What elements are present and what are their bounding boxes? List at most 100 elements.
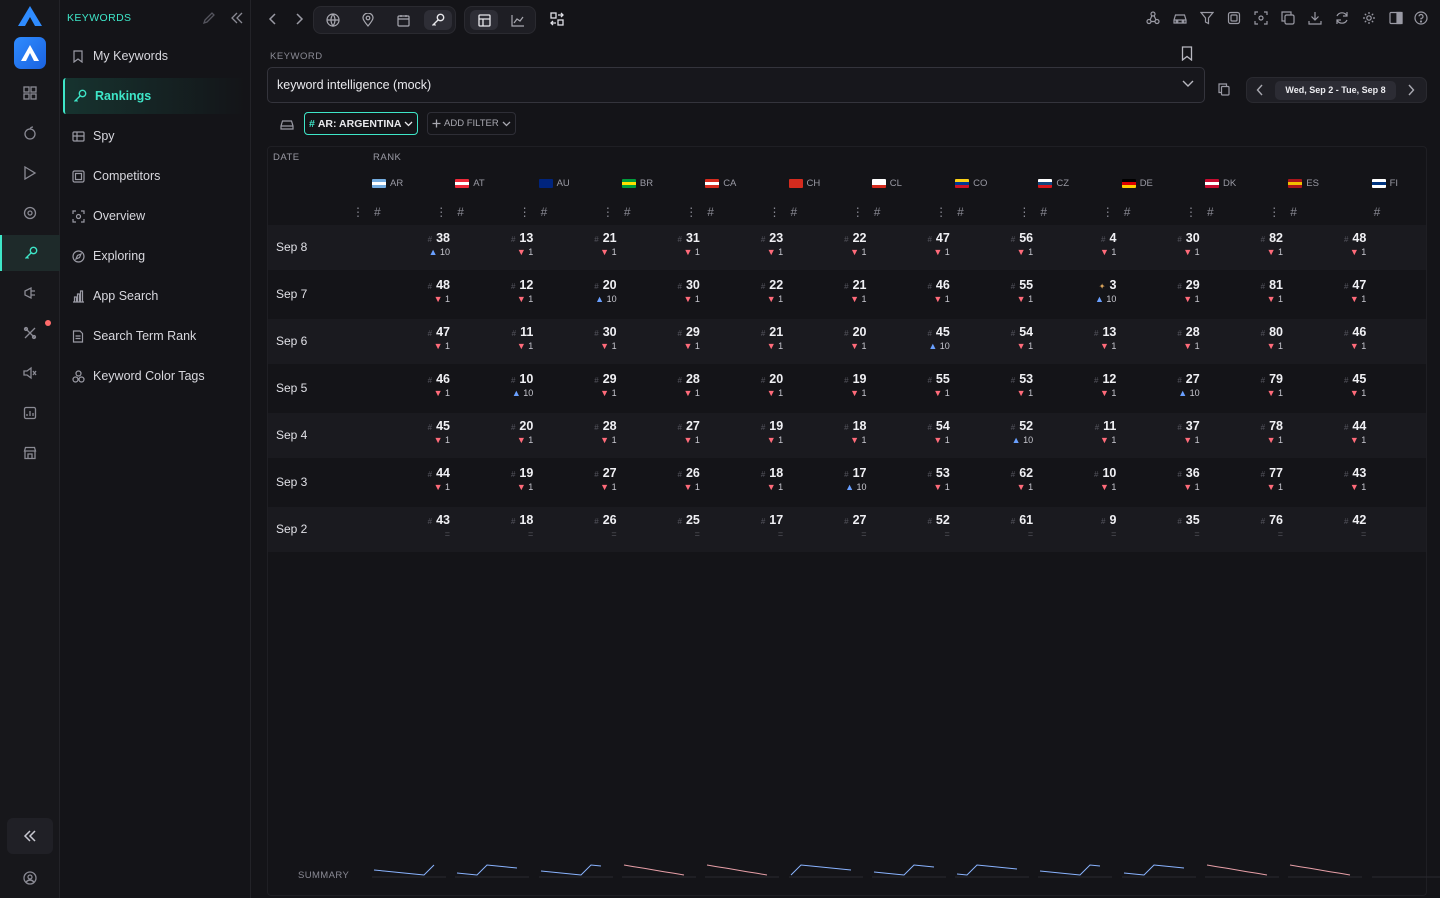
help-icon[interactable] bbox=[1414, 11, 1428, 25]
country-header-fi[interactable]: FI bbox=[1371, 178, 1398, 189]
megaphone-icon[interactable] bbox=[0, 275, 60, 311]
next-week-icon[interactable] bbox=[1407, 84, 1415, 96]
rank-cell[interactable]: #22 ▼ 1 bbox=[743, 278, 783, 306]
rank-cell[interactable]: #44 ▼ 1 bbox=[410, 466, 450, 494]
sidebar-item-keyword-color-tags[interactable]: Keyword Color Tags bbox=[63, 358, 246, 394]
rank-cell[interactable]: #20 ▲ 10 bbox=[577, 278, 616, 306]
refresh-icon[interactable] bbox=[1335, 11, 1349, 25]
country-header-cl[interactable]: CL bbox=[871, 178, 902, 189]
rank-cell[interactable]: #82 ▼ 1 bbox=[1243, 231, 1283, 259]
column-menu-icon[interactable]: ⋮ bbox=[435, 205, 448, 219]
volume-icon[interactable] bbox=[0, 355, 60, 391]
rank-cell[interactable]: #21 ▼ 1 bbox=[577, 231, 616, 259]
country-header-br[interactable]: BR bbox=[621, 178, 653, 189]
rank-cell[interactable]: #48 ▼ 1 bbox=[410, 278, 450, 306]
rank-cell[interactable]: #37 ▼ 1 bbox=[1160, 419, 1199, 447]
country-header-ch[interactable]: CH bbox=[788, 178, 820, 189]
sidebar-item-exploring[interactable]: Exploring bbox=[63, 238, 246, 274]
rank-cell[interactable]: #28 ▼ 1 bbox=[1160, 325, 1199, 353]
rank-cell[interactable]: #54 ▼ 1 bbox=[910, 419, 949, 447]
rank-cell[interactable]: #31 ▼ 1 bbox=[660, 231, 700, 259]
country-header-co[interactable]: CO bbox=[955, 178, 987, 189]
app-icon[interactable] bbox=[14, 37, 46, 69]
back-icon[interactable] bbox=[267, 11, 279, 27]
rank-cell[interactable]: #10 ▲ 10 bbox=[493, 372, 533, 400]
column-menu-icon[interactable]: ⋮ bbox=[518, 205, 531, 219]
rank-cell[interactable]: #28 ▼ 1 bbox=[577, 419, 616, 447]
rank-cell[interactable]: #56 ▼ 1 bbox=[993, 231, 1033, 259]
rank-cell[interactable]: #79 ▼ 1 bbox=[1243, 372, 1283, 400]
rank-cell[interactable]: #36 ▼ 1 bbox=[1160, 466, 1199, 494]
sidebar-item-search-term-rank[interactable]: Search Term Rank bbox=[63, 318, 246, 354]
rank-cell[interactable]: #27 ▼ 1 bbox=[660, 419, 700, 447]
rank-cell[interactable]: #43 = bbox=[410, 513, 450, 541]
apple-icon[interactable] bbox=[0, 115, 60, 151]
country-header-ar[interactable]: AR bbox=[372, 178, 403, 189]
rank-cell[interactable]: #48 ▼ 1 bbox=[1326, 231, 1366, 259]
rank-cell[interactable]: #45 ▲ 10 bbox=[910, 325, 949, 353]
rank-cell[interactable]: #26 ▼ 1 bbox=[660, 466, 700, 494]
rank-cell[interactable]: #45 ▼ 1 bbox=[410, 419, 450, 447]
rank-cell[interactable]: #53 ▼ 1 bbox=[910, 466, 949, 494]
rank-cell[interactable]: #35 = bbox=[1160, 513, 1199, 541]
rank-cell[interactable]: #18 = bbox=[493, 513, 533, 541]
forward-icon[interactable] bbox=[293, 11, 305, 27]
rank-cell[interactable]: #52 = bbox=[910, 513, 949, 541]
rank-cell[interactable]: #17 ▲ 10 bbox=[827, 466, 866, 494]
rank-cell[interactable]: #29 ▼ 1 bbox=[577, 372, 616, 400]
rank-cell[interactable]: #29 ▼ 1 bbox=[660, 325, 700, 353]
filter-icon[interactable] bbox=[1200, 11, 1214, 25]
rank-cell[interactable]: #30 ▼ 1 bbox=[577, 325, 616, 353]
rank-cell[interactable]: #10 ▼ 1 bbox=[1076, 466, 1116, 494]
rank-cell[interactable]: #45 ▼ 1 bbox=[1326, 372, 1366, 400]
rank-cell[interactable]: #13 ▼ 1 bbox=[493, 231, 533, 259]
rank-cell[interactable]: ✦ 3 ▲ 10 bbox=[1076, 278, 1116, 306]
country-header-au[interactable]: AU bbox=[538, 178, 570, 189]
store-icon[interactable] bbox=[0, 435, 60, 471]
collapse-sidebar-icon[interactable] bbox=[230, 11, 244, 25]
sidebar-item-my-keywords[interactable]: My Keywords bbox=[63, 38, 246, 74]
rank-cell[interactable]: #11 ▼ 1 bbox=[1076, 419, 1117, 447]
rank-cell[interactable]: #30 ▼ 1 bbox=[1160, 231, 1199, 259]
copy-icon[interactable] bbox=[1218, 83, 1230, 96]
keyword-select[interactable]: keyword intelligence (mock) bbox=[267, 67, 1205, 103]
rank-cell[interactable]: #81 ▼ 1 bbox=[1243, 278, 1283, 306]
column-menu-icon[interactable]: ⋮ bbox=[935, 205, 948, 219]
column-menu-icon[interactable]: ⋮ bbox=[851, 205, 864, 219]
country-header-ca[interactable]: CA bbox=[705, 178, 736, 189]
rank-cell[interactable]: #55 ▼ 1 bbox=[993, 278, 1033, 306]
rank-cell[interactable]: #44 ▼ 1 bbox=[1326, 419, 1366, 447]
rank-cell[interactable]: #27 ▲ 10 bbox=[1160, 372, 1199, 400]
country-header-es[interactable]: ES bbox=[1288, 178, 1319, 189]
rank-cell[interactable]: #9 = bbox=[1076, 513, 1116, 541]
rank-cell[interactable]: #46 ▼ 1 bbox=[410, 372, 450, 400]
rank-cell[interactable]: #78 ▼ 1 bbox=[1243, 419, 1283, 447]
column-menu-icon[interactable]: ⋮ bbox=[1268, 205, 1281, 219]
column-menu-icon[interactable]: ⋮ bbox=[352, 205, 364, 219]
rank-cell[interactable]: #30 ▼ 1 bbox=[660, 278, 700, 306]
rank-cell[interactable]: #25 = bbox=[660, 513, 700, 541]
rank-cell[interactable]: #29 ▼ 1 bbox=[1160, 278, 1199, 306]
country-header-cz[interactable]: CZ bbox=[1038, 178, 1069, 189]
rank-cell[interactable]: #46 ▼ 1 bbox=[910, 278, 949, 306]
rank-cell[interactable]: #77 ▼ 1 bbox=[1243, 466, 1283, 494]
column-menu-icon[interactable]: ⋮ bbox=[1101, 205, 1114, 219]
sidebar-item-rankings[interactable]: Rankings bbox=[63, 78, 246, 114]
rank-cell[interactable]: #4 ▼ 1 bbox=[1076, 231, 1116, 259]
sidebar-item-spy[interactable]: Spy bbox=[63, 118, 246, 154]
rank-cell[interactable]: #12 ▼ 1 bbox=[1076, 372, 1116, 400]
report-icon[interactable] bbox=[0, 395, 60, 431]
compare-icon[interactable] bbox=[550, 12, 564, 26]
rank-cell[interactable]: #21 ▼ 1 bbox=[827, 278, 866, 306]
rank-cell[interactable]: #28 ▼ 1 bbox=[660, 372, 700, 400]
rank-cell[interactable]: #76 = bbox=[1243, 513, 1283, 541]
rank-cell[interactable]: #38 ▲ 10 bbox=[410, 231, 450, 259]
rank-cell[interactable]: #26 = bbox=[577, 513, 616, 541]
rank-cell[interactable]: #47 ▼ 1 bbox=[410, 325, 450, 353]
rank-cell[interactable]: #12 ▼ 1 bbox=[493, 278, 533, 306]
rank-cell[interactable]: #43 ▼ 1 bbox=[1326, 466, 1366, 494]
brand-logo[interactable] bbox=[17, 5, 43, 27]
globe-icon[interactable] bbox=[319, 10, 347, 30]
duplicate-icon[interactable] bbox=[1281, 11, 1295, 25]
filter-toggle-icon[interactable] bbox=[280, 117, 294, 131]
